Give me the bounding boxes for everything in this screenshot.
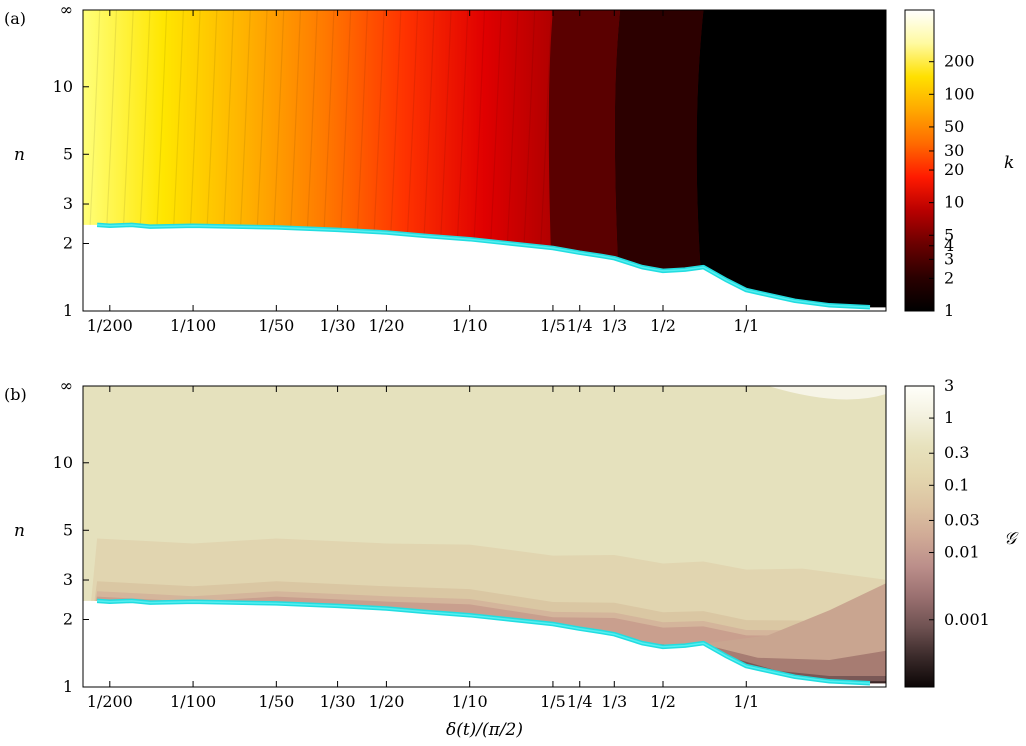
y-tick-label: 10	[53, 453, 73, 472]
x-tick-label: 1/3	[601, 316, 627, 335]
y-axis-label: n	[14, 521, 25, 541]
k-region-2	[614, 10, 704, 308]
colorbar-tick-label: 5	[944, 225, 954, 244]
x-tick-label: 1/100	[170, 316, 216, 335]
k-region-1	[696, 10, 886, 308]
colorbar-tick-label: 3	[944, 249, 954, 268]
y-tick-label: ∞	[60, 376, 73, 395]
colorbar	[904, 9, 935, 312]
colorbar-tick-label: 4	[944, 236, 954, 255]
colorbar-tick-label: 10	[944, 193, 964, 212]
colorbar-tick-label: 1	[944, 301, 954, 320]
colorbar-tick-label: 3	[944, 376, 954, 395]
colorbar-tick-label: 0.3	[944, 443, 969, 462]
colorbar	[904, 385, 935, 688]
y-tick-label: 2	[63, 234, 73, 253]
x-tick-label: 1/50	[258, 692, 294, 711]
x-tick-label: 1/1	[733, 316, 759, 335]
colorbar-tick-label: 50	[944, 117, 964, 136]
colorbar-tick-label: 1	[944, 408, 954, 427]
colorbar-label: k	[1004, 153, 1014, 173]
plot-frame	[82, 9, 887, 312]
x-tick-label: 1/30	[320, 316, 356, 335]
colorbar-tick-label: 0.001	[944, 610, 990, 629]
panel-b: 1/200 1/100 1/50 1/30 1/20 1/10 1/5 1/4 1/3 1/2 1/…	[4, 376, 1019, 740]
y-tick-label: 1	[63, 677, 73, 696]
colorbar-tick-label: 200	[944, 52, 975, 71]
x-tick-label: 1/4	[567, 692, 593, 711]
heatmap-field	[83, 386, 886, 686]
y-tick-label: 3	[63, 570, 73, 589]
x-tick-label: 1/200	[87, 316, 133, 335]
panel-label: (a)	[4, 9, 26, 28]
x-tick-label: 1/50	[258, 316, 294, 335]
colorbar-label: 𝒢	[1004, 529, 1019, 549]
plot-frame	[82, 385, 887, 688]
colorbar-tick-label: 2	[944, 268, 954, 287]
x-tick-label: 1/10	[452, 316, 488, 335]
x-tick-label: 1/30	[320, 692, 356, 711]
x-tick-label: 1/10	[452, 692, 488, 711]
y-tick-label: 2	[63, 610, 73, 629]
colorbar-tick-label: 0.1	[944, 475, 969, 494]
x-tick-label: 1/20	[368, 692, 404, 711]
y-tick-label: 5	[63, 520, 73, 539]
y-tick-label: 1	[63, 301, 73, 320]
x-tick-label: 1/5	[540, 692, 566, 711]
colorbar-tick-label: 0.03	[944, 510, 980, 529]
heatmap-field	[83, 10, 886, 310]
x-tick-label: 1/20	[368, 316, 404, 335]
colorbar-tick-label: 0.01	[944, 543, 980, 562]
x-tick-label: 1/2	[650, 316, 676, 335]
x-tick-label: 1/100	[170, 692, 216, 711]
panel-label: (b)	[4, 385, 27, 404]
y-tick-label: 10	[53, 77, 73, 96]
y-axis-label: n	[14, 145, 25, 165]
x-tick-label: 1/4	[567, 316, 593, 335]
boundary-curve-highlight	[97, 600, 871, 684]
x-tick-label: 1/3	[601, 692, 627, 711]
y-tick-label: ∞	[60, 0, 73, 19]
boundary-curve-highlight	[97, 224, 871, 308]
y-tick-label: 5	[63, 144, 73, 163]
k-region-3	[548, 10, 621, 308]
x-tick-label: 1/2	[650, 692, 676, 711]
colorbar-tick-label: 20	[944, 160, 964, 179]
y-tick-label: 3	[63, 194, 73, 213]
colorbar-tick-label: 100	[944, 84, 975, 103]
x-tick-label: 1/200	[87, 692, 133, 711]
g-band-top	[768, 386, 886, 400]
x-tick-label: 1/1	[733, 692, 759, 711]
colorbar-tick-label: 30	[944, 141, 964, 160]
x-axis-label: δ(t)/(π/2)	[446, 720, 523, 740]
x-tick-label: 1/5	[540, 316, 566, 335]
panel-a: 1/200 1/100 1/50 1/30 1/20 1/10 1/5 1/4 1/3 1/2 1/…	[4, 0, 1014, 335]
